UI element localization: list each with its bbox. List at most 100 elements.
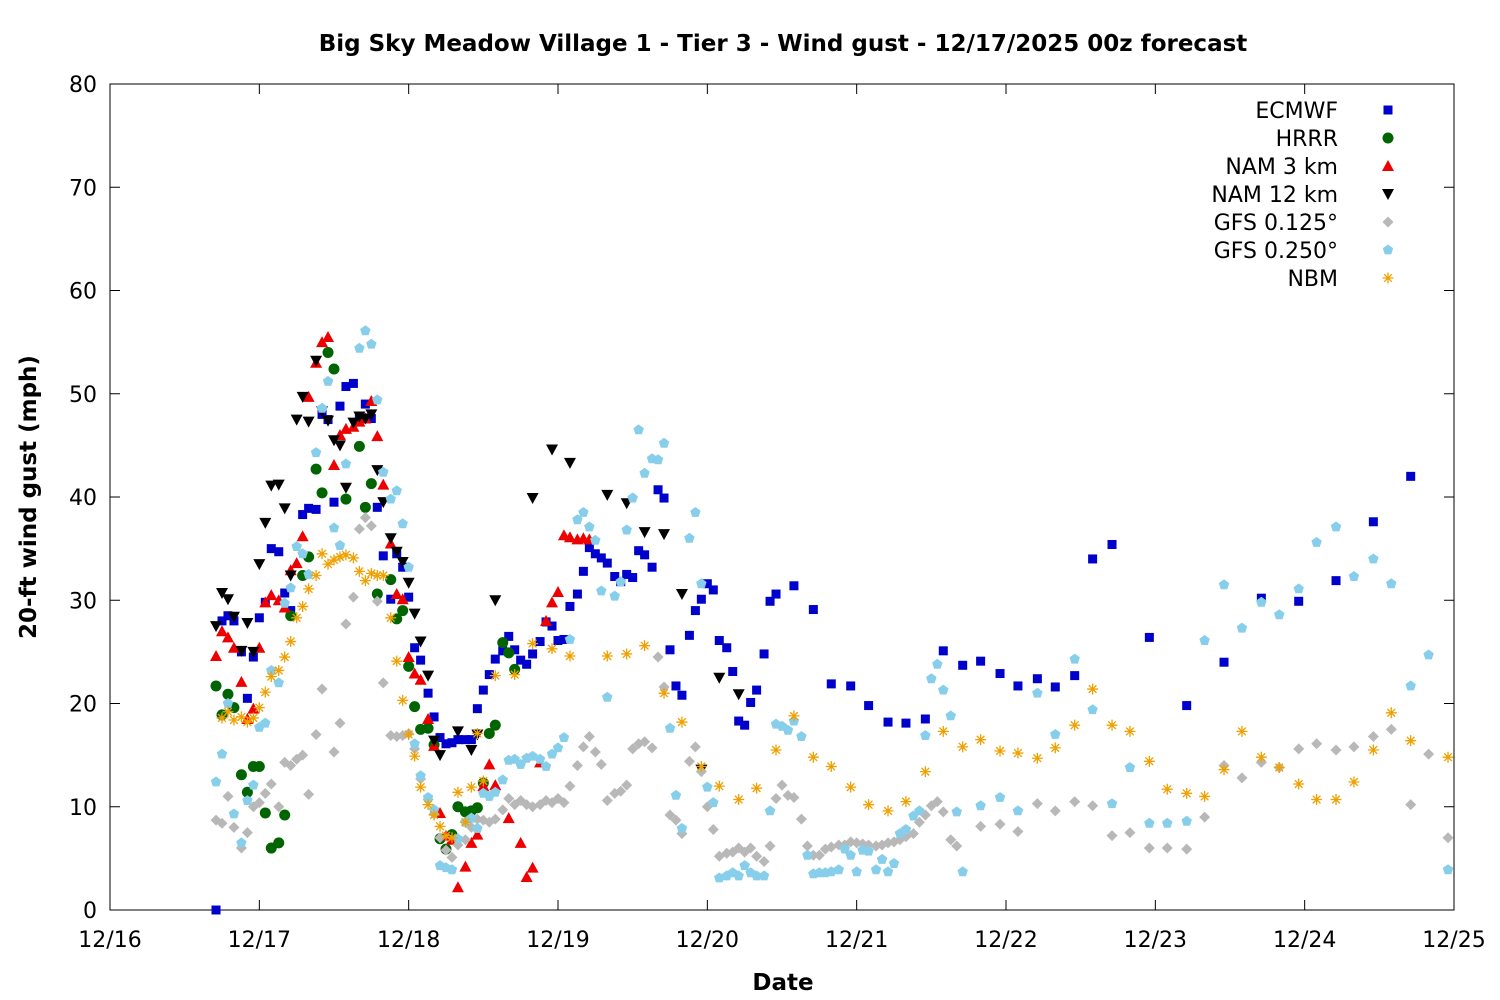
data-point xyxy=(391,655,403,667)
data-point xyxy=(931,796,943,808)
data-point xyxy=(1405,680,1416,691)
data-point xyxy=(377,569,389,581)
data-point xyxy=(216,625,228,637)
data-point xyxy=(340,493,352,505)
data-point xyxy=(1348,776,1360,788)
data-point xyxy=(863,799,875,811)
data-point xyxy=(771,589,781,599)
data-point xyxy=(477,775,489,787)
data-point xyxy=(535,637,545,647)
data-point xyxy=(975,820,987,832)
data-point xyxy=(322,330,335,342)
data-point xyxy=(664,809,676,821)
data-point xyxy=(870,864,882,875)
data-point xyxy=(1219,657,1229,667)
data-point xyxy=(627,492,638,503)
data-point xyxy=(266,544,276,554)
data-point xyxy=(558,797,570,809)
data-point xyxy=(253,797,265,809)
data-point xyxy=(478,685,488,695)
data-point xyxy=(446,832,458,844)
data-point xyxy=(453,735,463,745)
data-point xyxy=(322,415,335,427)
data-point xyxy=(253,559,266,571)
data-point xyxy=(241,716,253,728)
data-point xyxy=(1069,653,1080,664)
data-point xyxy=(1069,796,1081,808)
data-point xyxy=(434,820,446,832)
data-point xyxy=(601,650,613,662)
x-tick-label: 12/25 xyxy=(1422,928,1485,953)
data-point xyxy=(1107,539,1117,549)
data-point xyxy=(1031,798,1043,810)
data-point xyxy=(403,561,414,572)
data-point xyxy=(914,805,925,816)
data-point xyxy=(353,523,365,535)
data-point xyxy=(839,843,850,854)
data-point xyxy=(1050,729,1061,739)
data-point xyxy=(273,677,284,688)
data-point xyxy=(540,761,552,771)
data-point xyxy=(1236,622,1248,633)
data-point xyxy=(303,788,315,800)
data-point xyxy=(489,595,502,607)
data-point xyxy=(222,706,234,718)
data-point xyxy=(291,612,303,624)
data-point xyxy=(353,565,365,577)
data-point xyxy=(459,860,472,872)
data-point xyxy=(1106,830,1118,842)
data-point xyxy=(1330,794,1342,806)
data-point xyxy=(460,735,470,745)
data-point xyxy=(696,578,707,589)
x-tick-label: 12/20 xyxy=(676,928,739,953)
data-point xyxy=(440,844,452,856)
y-tick-label: 0 xyxy=(83,899,97,924)
data-point xyxy=(759,649,769,659)
data-point xyxy=(266,665,277,675)
data-point xyxy=(1386,578,1397,589)
data-point xyxy=(397,694,409,706)
data-point xyxy=(851,866,862,877)
data-point xyxy=(1144,817,1155,828)
data-point xyxy=(241,617,254,629)
data-point xyxy=(1367,744,1379,756)
data-point xyxy=(937,725,949,737)
data-point xyxy=(322,346,334,358)
data-point xyxy=(526,493,539,505)
data-point xyxy=(403,728,415,740)
data-point xyxy=(957,866,968,877)
data-point xyxy=(615,576,626,587)
data-point xyxy=(296,530,309,542)
series-gfs-0-125- xyxy=(210,512,1454,867)
data-point xyxy=(552,742,564,753)
data-point xyxy=(340,618,352,630)
data-point xyxy=(640,550,650,560)
legend-label: GFS 0.250° xyxy=(1214,239,1338,264)
y-tick-label: 80 xyxy=(69,73,97,98)
data-point xyxy=(1181,815,1192,826)
data-point xyxy=(278,503,291,515)
data-point xyxy=(975,800,986,811)
data-point xyxy=(377,677,389,689)
data-point xyxy=(596,553,606,563)
data-point xyxy=(615,785,627,797)
legend: ECMWF HRRR NAM 3 km NAM 12 km GFS 0.125° GFS … xyxy=(1211,99,1394,292)
data-point xyxy=(360,399,370,409)
data-point xyxy=(751,850,763,862)
x-tick-label: 12/22 xyxy=(974,928,1037,953)
data-point xyxy=(216,712,228,724)
data-point xyxy=(446,864,458,875)
data-point xyxy=(409,701,421,713)
data-point xyxy=(408,667,421,679)
data-point xyxy=(882,866,894,877)
data-point xyxy=(609,590,620,601)
data-point xyxy=(589,746,601,758)
data-point xyxy=(527,638,539,650)
data-point xyxy=(1274,609,1285,620)
data-point xyxy=(707,823,719,835)
data-point xyxy=(316,683,328,695)
data-point xyxy=(359,512,371,524)
data-point xyxy=(702,781,713,792)
data-point xyxy=(638,527,651,539)
data-point xyxy=(471,802,483,814)
